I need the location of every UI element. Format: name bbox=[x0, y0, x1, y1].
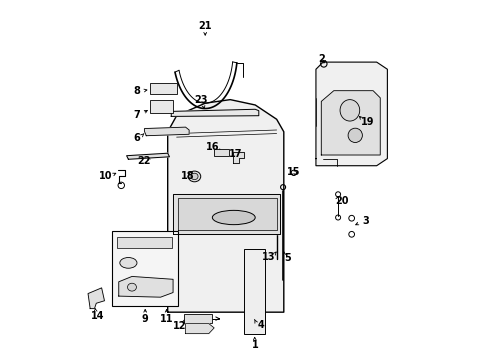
Polygon shape bbox=[119, 276, 173, 297]
Polygon shape bbox=[185, 324, 214, 334]
Bar bbox=[244, 249, 264, 334]
Text: 11: 11 bbox=[160, 314, 173, 324]
Ellipse shape bbox=[190, 173, 198, 180]
Polygon shape bbox=[167, 100, 283, 312]
Text: 22: 22 bbox=[137, 156, 150, 166]
Polygon shape bbox=[173, 194, 280, 234]
Text: 14: 14 bbox=[90, 311, 104, 321]
Polygon shape bbox=[315, 62, 386, 166]
Text: 1: 1 bbox=[251, 340, 258, 350]
Text: 13: 13 bbox=[262, 252, 275, 262]
Polygon shape bbox=[126, 153, 169, 159]
Polygon shape bbox=[321, 91, 380, 155]
Bar bbox=[112, 231, 178, 306]
Polygon shape bbox=[144, 127, 189, 136]
Text: 12: 12 bbox=[172, 321, 186, 331]
Text: 9: 9 bbox=[142, 314, 148, 324]
Ellipse shape bbox=[127, 283, 136, 291]
Text: 18: 18 bbox=[181, 171, 195, 181]
Text: 6: 6 bbox=[133, 133, 140, 143]
Text: 16: 16 bbox=[206, 142, 220, 152]
Bar bbox=[149, 100, 173, 113]
Bar bbox=[149, 83, 176, 94]
Bar bbox=[183, 314, 212, 323]
Text: 3: 3 bbox=[362, 216, 368, 226]
Text: 20: 20 bbox=[334, 196, 348, 206]
Polygon shape bbox=[88, 288, 104, 309]
Ellipse shape bbox=[120, 257, 137, 268]
Text: 8: 8 bbox=[133, 86, 140, 96]
Text: 21: 21 bbox=[198, 21, 211, 31]
Text: 7: 7 bbox=[133, 110, 140, 120]
Polygon shape bbox=[178, 198, 276, 230]
Text: 2: 2 bbox=[317, 54, 324, 64]
Ellipse shape bbox=[212, 210, 255, 225]
Text: 15: 15 bbox=[286, 167, 300, 177]
Text: 17: 17 bbox=[228, 149, 242, 158]
Text: 10: 10 bbox=[99, 171, 112, 181]
Ellipse shape bbox=[188, 171, 201, 182]
Polygon shape bbox=[233, 152, 244, 163]
Bar bbox=[214, 149, 229, 157]
Bar bbox=[116, 237, 172, 248]
Text: 19: 19 bbox=[360, 117, 374, 127]
Polygon shape bbox=[171, 109, 258, 116]
Text: 23: 23 bbox=[194, 95, 207, 105]
Text: 5: 5 bbox=[284, 253, 291, 263]
Ellipse shape bbox=[339, 100, 359, 121]
Ellipse shape bbox=[347, 128, 362, 143]
Text: 4: 4 bbox=[257, 320, 264, 330]
